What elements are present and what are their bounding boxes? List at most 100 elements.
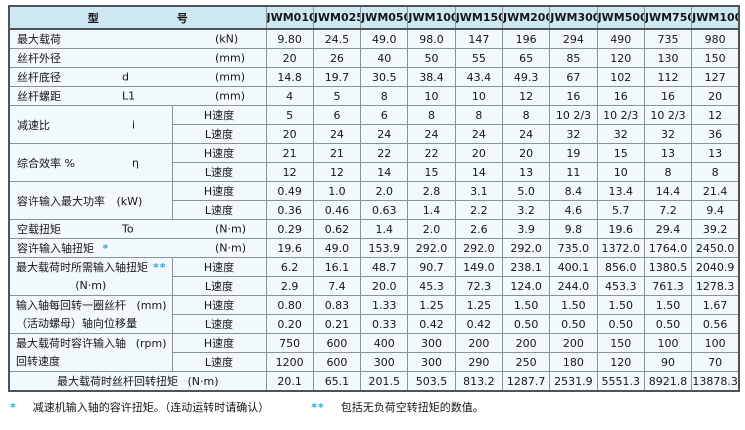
value-cell: 3.9 (501, 219, 551, 239)
value-cell: 2.9 (265, 276, 314, 296)
value-cell: 1764.0 (643, 238, 693, 258)
value-cell: 19 (549, 143, 598, 163)
row-label-text: 最大载荷时容许输入轴 (16, 337, 126, 350)
value-cell: 21 (265, 143, 314, 163)
value-cell: 196 (501, 28, 551, 49)
row-label-text: 最大载荷 (17, 33, 61, 46)
value-cell: 13.4 (596, 181, 645, 201)
value-cell: 24.5 (312, 28, 362, 49)
value-cell: 49.0 (312, 238, 362, 258)
model-header-label: 型 号 (10, 10, 265, 26)
value-cell: 24 (312, 124, 362, 144)
value-cell: 8921.8 (643, 371, 693, 392)
spec-table: 型 号 JWM010 JWM025 JWM050 JWM100 JWM150 J… (8, 5, 740, 392)
value-cell: 8 (501, 105, 551, 125)
value-cell: 1380.5 (643, 257, 693, 277)
value-cell: 65.1 (312, 371, 362, 392)
value-cell: 8 (643, 162, 693, 182)
value-cell: 0.49 (265, 181, 314, 201)
value-cell: 32 (643, 124, 693, 144)
value-cell: 21 (312, 143, 362, 163)
value-cell: 1.25 (454, 295, 503, 315)
speed-label-h: H速度 (171, 105, 267, 125)
table-row: L速度 12 12 14 15 14 13 11 10 8 8 (9, 162, 740, 182)
row-label-text: 空载扭矩 (17, 223, 61, 236)
table-row: 综合效率 % η H速度 21 21 22 22 20 20 19 15 13 … (8, 143, 740, 182)
value-cell: 0.50 (549, 314, 598, 334)
value-cell: 26 (312, 48, 362, 68)
value-cell: 45.3 (407, 276, 456, 296)
value-cell: 50 (407, 48, 456, 68)
value-cell: 22 (360, 143, 409, 163)
value-cell: 24 (407, 124, 456, 144)
value-cell: 6.2 (265, 257, 314, 277)
value-cell: 2.6 (454, 219, 503, 239)
row-label-text: 容许输入最大功率 (17, 194, 105, 208)
column-header: JWM010 (265, 5, 314, 30)
value-cell: 19.7 (312, 67, 362, 87)
value-cell: 0.80 (265, 295, 314, 315)
value-cell: 19.6 (265, 238, 314, 258)
value-cell: 8.4 (549, 181, 598, 201)
value-cell: 2.8 (407, 181, 456, 201)
footnote-marker: * (10, 400, 17, 414)
value-cell: 11 (549, 162, 598, 182)
value-cell: 200 (549, 333, 598, 353)
value-cell: 20 (691, 86, 740, 106)
row-label-text: 最大载荷时所需输入轴扭矩 (16, 261, 148, 274)
value-cell: 19.6 (596, 219, 645, 239)
table-row: 输入轴每回转一圈丝杆 (mm) （活动螺母）轴向位移量 H速度 0.80 0.8… (8, 295, 740, 334)
value-cell: 13 (643, 143, 693, 163)
row-label: 最大载荷时丝杆回转扭矩 (N·m) (8, 371, 267, 392)
value-cell: 0.29 (265, 219, 314, 239)
row-label: 最大载荷 (kN) (8, 28, 267, 49)
value-cell: 102 (596, 67, 645, 87)
value-cell: 12 (501, 86, 551, 106)
value-cell: 3.2 (501, 200, 551, 220)
value-cell: 10 (596, 162, 645, 182)
speed-label-l: L速度 (171, 276, 267, 296)
value-cell: 5 (265, 105, 314, 125)
type-char: 型 (87, 11, 99, 25)
row-label-text: 丝杆底径 (17, 71, 61, 84)
value-cell: 9.8 (549, 219, 598, 239)
value-cell: 0.50 (501, 314, 551, 334)
value-cell: 200 (501, 333, 551, 353)
symbol-label: To (122, 222, 134, 236)
value-cell: 292.0 (407, 238, 456, 258)
symbol-label: d (122, 70, 129, 84)
value-cell: 735 (643, 28, 693, 49)
table-row: 减速比 i H速度 5 6 6 8 8 8 10 2/3 10 2/3 10 2… (8, 105, 740, 144)
value-cell: 30.5 (360, 67, 409, 87)
row-label: 丝杆螺距 L1 (mm) (8, 86, 267, 106)
value-cell: 12 (691, 105, 740, 125)
value-cell: 4 (265, 86, 314, 106)
unit-label: (N·m) (215, 222, 247, 236)
value-cell: 2.2 (454, 200, 503, 220)
row-label-text: 输入轴每回转一圈丝杆 (16, 299, 126, 312)
value-cell: 14.8 (265, 67, 314, 87)
value-cell: 20.0 (360, 276, 409, 296)
table-row: 空载扭矩 To (N·m) 0.29 0.62 1.4 2.0 2.6 3.9 … (8, 219, 740, 239)
value-cell: 453.3 (596, 276, 645, 296)
value-cell: 120 (596, 48, 645, 68)
value-cell: 5551.3 (596, 371, 645, 392)
row-label: 容许输入轴扭矩 * (N·m) (8, 238, 267, 258)
value-cell: 7.4 (312, 276, 362, 296)
table-row: 最大载荷时容许输入轴 (rpm) 回转速度 H速度 750 600 400 30… (8, 333, 740, 372)
value-cell: 9.4 (691, 200, 740, 220)
value-cell: 12 (312, 162, 362, 182)
value-cell: 0.63 (360, 200, 409, 220)
speed-label-l: L速度 (171, 314, 267, 334)
unit-label: (mm) (215, 70, 246, 84)
value-cell: 48.7 (360, 257, 409, 277)
value-cell: 5 (312, 86, 362, 106)
value-cell: 735.0 (549, 238, 598, 258)
column-header: JWM300 (549, 5, 598, 30)
value-cell: 1287.7 (501, 371, 551, 392)
value-cell: 294 (549, 28, 598, 49)
unit-label: (N·m) (187, 375, 219, 388)
value-cell: 32 (596, 124, 645, 144)
value-cell: 0.56 (691, 314, 740, 334)
symbol-label: η (132, 156, 139, 169)
